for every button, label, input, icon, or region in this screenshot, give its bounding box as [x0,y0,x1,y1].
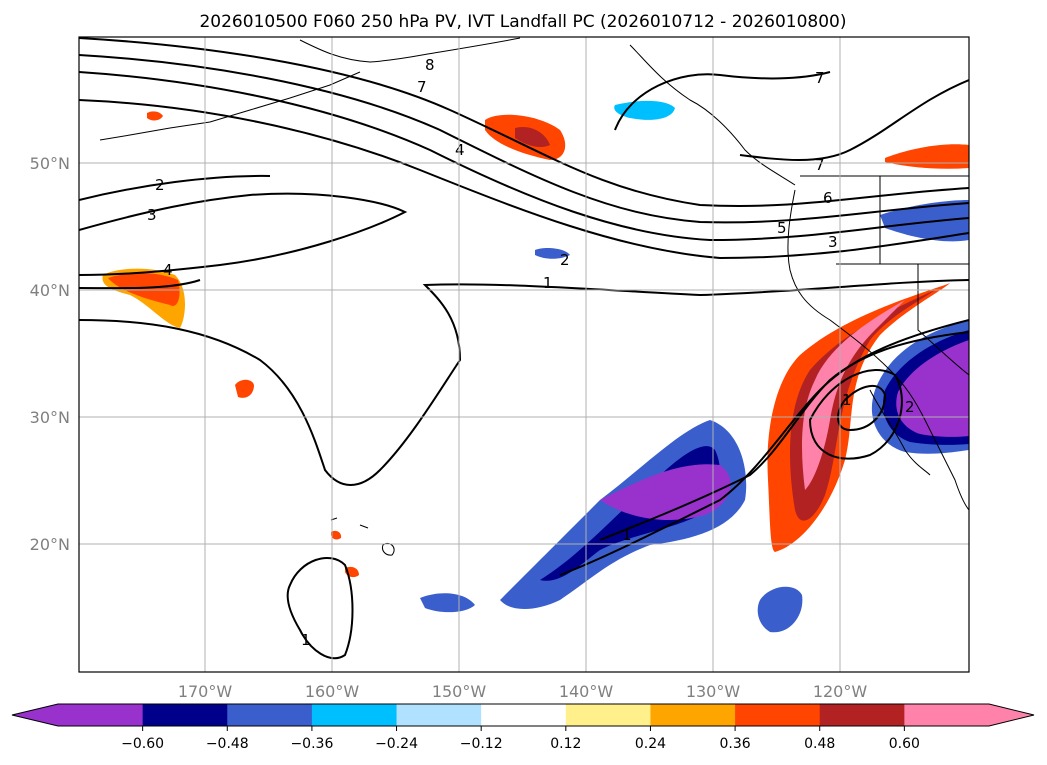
map-panel: 7 8 4 2 3 4 1 2 7 7 6 5 3 1 1 2 1 [79,37,969,672]
colorbar-tick-label: −0.36 [290,736,333,752]
colorbar-swatch [58,704,144,726]
negative-anomaly-small-c [535,247,570,259]
contour-label: 2 [560,251,570,269]
negative-anomaly-california-core [896,340,969,437]
positive-anomaly-gulf-core [515,126,550,148]
longitude-labels: 170°W 160°W 150°W 140°W 130°W 120°W [178,682,868,701]
contour-north-east-7b [739,79,969,161]
plot-title: 2026010500 F060 250 hPa PV, IVT Landfall… [199,12,846,32]
contour-label: 7 [815,156,825,174]
contour-2-southeast [599,331,969,541]
contour-north-7 [79,37,969,207]
lat-label-30n: 30°N [30,408,70,427]
colorbar-swatch [650,704,736,726]
colorbar-swatch [904,704,990,726]
negative-anomaly-small-southeast [757,586,803,633]
lat-label-40n: 40°N [30,281,70,300]
gridlines [79,37,969,672]
baja-coast [869,389,931,476]
colorbar-swatch [819,704,905,726]
contour-label: 6 [823,189,833,207]
contour-label: 1 [543,274,553,292]
contour-closed-low-baja-2 [808,369,903,460]
latitude-labels: 50°N 40°N 30°N 20°N [30,154,70,554]
contour-label: 8 [425,56,435,74]
colorbar-swatch [142,704,228,726]
us-west-coast [787,189,969,511]
colorbar-extend-min [12,704,58,726]
anomaly-shading [102,100,969,633]
lon-label-150w: 150°W [432,682,487,701]
lat-label-50n: 50°N [30,154,70,173]
contour-label: 4 [163,261,173,279]
contour-label: 2 [905,398,915,416]
negative-anomaly-subtropical-core [600,464,731,520]
colorbar-tick-label: 0.12 [550,736,581,752]
lon-label-170w: 170°W [178,682,233,701]
lat-label-20n: 20°N [30,535,70,554]
colorbar-swatch [396,704,482,726]
contour-label: 5 [777,219,787,237]
contour-mid-3 [79,192,408,276]
positive-anomaly-west-pacific-core [108,273,180,306]
contour-label: 7 [417,78,427,96]
lon-label-160w: 160°W [305,682,360,701]
colorbar-tick-label: 0.60 [889,736,920,752]
contour-1-southeast [559,319,969,576]
colorbar-swatch [735,704,821,726]
colorbar-tick-label: 0.36 [720,736,751,752]
positive-anomaly-baja-core [790,290,935,521]
contour-1-southern-trough [79,279,969,486]
colorbar-swatch [227,704,313,726]
negative-anomaly-pacific-northwest [880,200,969,242]
colorbar-tick-label: −0.24 [375,736,418,752]
colorbar-tick-label: −0.60 [121,736,164,752]
lon-label-120w: 120°W [813,682,868,701]
contour-label: 1 [842,391,852,409]
contour-label: 7 [815,69,825,87]
contour-mid-2 [79,174,271,201]
colorbar-swatch [565,704,651,726]
contour-label: 1 [301,631,311,649]
colorbar-tick-label: −0.48 [206,736,249,752]
contour-south-1-closed [286,556,354,660]
contour-label: 2 [155,176,165,194]
contour-mid-4 [79,279,201,290]
colorbar-outline [11,703,1035,727]
alaska-coast [299,37,521,63]
contour-closed-low-baja [837,385,887,432]
contour-north-east-7 [614,71,831,131]
contour-label: 4 [455,141,465,159]
colorbar-tick-label: 0.24 [635,736,666,752]
negative-anomaly-small-south [420,593,475,613]
contour-labels: 7 8 4 2 3 4 1 2 7 7 6 5 3 1 1 2 1 [147,56,915,649]
positive-anomaly-small-e [331,530,342,540]
colorbar-swatch [311,704,398,726]
contour-north-5 [79,71,969,242]
positive-anomaly-small-a [235,379,254,398]
map-frame [78,36,970,673]
colorbar-extend-max [989,704,1034,726]
positive-anomaly-small-b [147,111,163,121]
colorbar-tick-label: −0.12 [460,736,503,752]
pv-contours [79,37,969,660]
colorbar: −0.60 −0.48 −0.36 −0.24 −0.12 0.12 0.24 0.36 0.4… [11,703,1035,752]
nv-az-border [917,264,969,376]
contour-north-6 [79,54,969,224]
contour-label: 3 [147,206,157,224]
contour-label: 3 [828,233,838,251]
lon-label-140w: 140°W [559,682,614,701]
contour-label: 1 [622,526,632,544]
lon-label-130w: 130°W [686,682,741,701]
colorbar-swatch [481,704,567,726]
colorbar-tick-label: 0.48 [804,736,835,752]
